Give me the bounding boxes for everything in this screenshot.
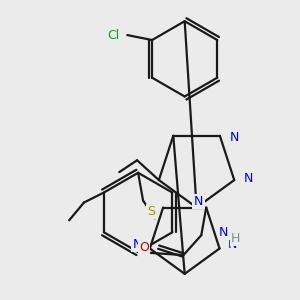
Text: N: N (244, 172, 254, 184)
Text: N: N (194, 195, 203, 208)
Text: N: N (219, 226, 229, 239)
Text: N: N (227, 238, 237, 251)
Text: Cl: Cl (107, 28, 119, 42)
Text: N: N (230, 131, 239, 144)
Text: N: N (133, 238, 142, 251)
Text: O: O (139, 241, 149, 254)
Text: H: H (231, 232, 240, 245)
Text: S: S (147, 205, 155, 218)
